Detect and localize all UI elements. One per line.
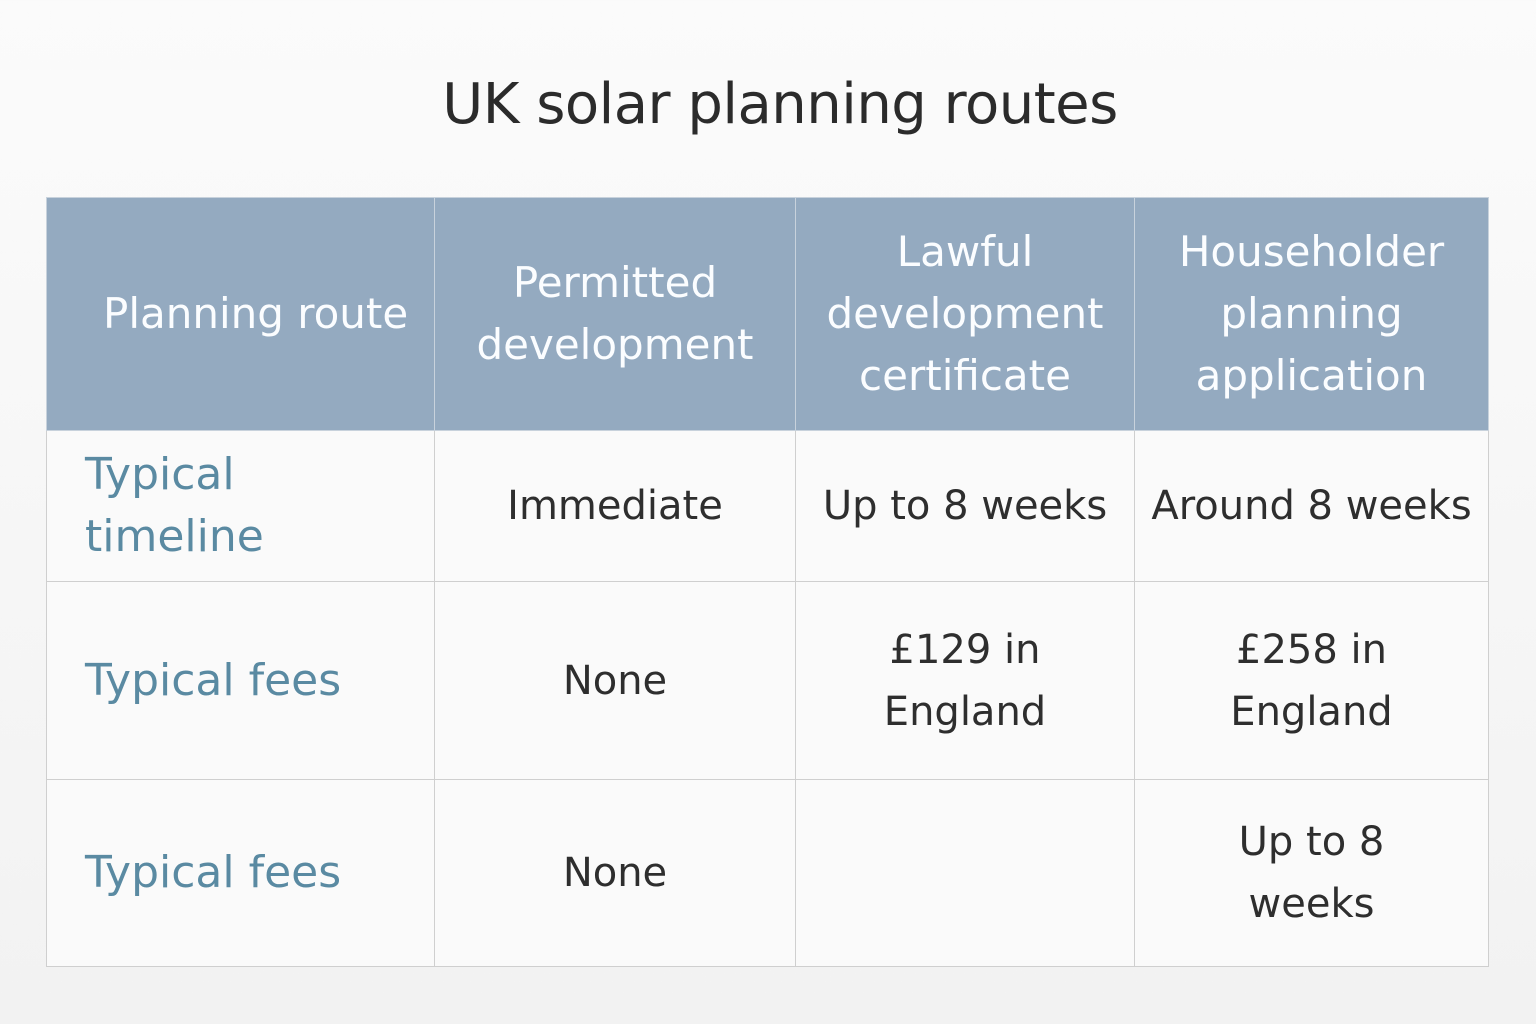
- header-cell: Lawful development certificate: [795, 197, 1135, 431]
- table-row: Typical fees None Up to 8 weeks: [46, 779, 1489, 967]
- header-cell: Planning route: [46, 197, 435, 431]
- table-row: Typical fees None £129 in England £258 i…: [46, 581, 1489, 780]
- table-row: Typical timeline Immediate Up to 8 weeks…: [46, 430, 1489, 582]
- table-cell: None: [434, 581, 796, 780]
- table-cell: £258 in England: [1134, 581, 1489, 780]
- table-cell: Around 8 weeks: [1134, 430, 1489, 582]
- page-title: UK solar planning routes: [442, 72, 1118, 137]
- header-row: Planning route Permitted development Law…: [46, 197, 1489, 431]
- header-cell: Permitted development: [434, 197, 796, 431]
- table-cell: Immediate: [434, 430, 796, 582]
- row-label: Typical fees: [46, 581, 435, 780]
- planning-routes-table: Planning route Permitted development Law…: [46, 197, 1489, 967]
- table-cell: [795, 779, 1135, 967]
- row-label: Typical timeline: [46, 430, 435, 582]
- header-cell: Householder planning application: [1134, 197, 1489, 431]
- table-cell: Up to 8 weeks: [795, 430, 1135, 582]
- table-cell: Up to 8 weeks: [1134, 779, 1489, 967]
- row-label: Typical fees: [46, 779, 435, 967]
- table-cell: £129 in England: [795, 581, 1135, 780]
- table-cell: None: [434, 779, 796, 967]
